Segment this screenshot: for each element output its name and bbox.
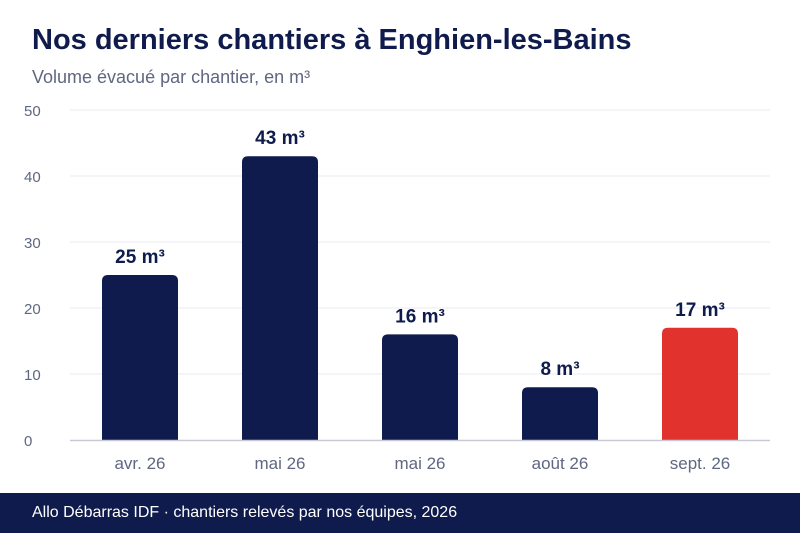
bar: [522, 387, 598, 440]
data-label: 43 m³: [255, 128, 305, 149]
y-tick-label: 40: [24, 169, 41, 186]
data-label: 17 m³: [675, 300, 725, 321]
data-label: 8 m³: [540, 359, 579, 380]
data-label: 25 m³: [115, 247, 165, 268]
chart-title: Nos derniers chantiers à Enghien-les-Bai…: [32, 24, 632, 56]
bar: [242, 156, 318, 440]
chart-subtitle: Volume évacué par chantier, en m³: [32, 67, 311, 87]
footer-source-text: Allo Débarras IDF · chantiers relevés pa…: [32, 504, 458, 521]
y-tick-label: 20: [24, 301, 41, 318]
data-label: 16 m³: [395, 306, 445, 327]
y-tick-label: 50: [24, 103, 41, 120]
bar: [382, 334, 458, 440]
x-tick-label: août 26: [532, 454, 589, 473]
x-tick-label: avr. 26: [114, 454, 165, 473]
y-tick-label: 0: [24, 433, 32, 450]
footer-bar: Allo Débarras IDF · chantiers relevés pa…: [0, 493, 800, 533]
bar-chart: 0 10 20 30 40 50 25 m³ avr. 26 43 m³ mai 26 16 m³ m…: [24, 103, 770, 473]
x-tick-label: sept. 26: [670, 454, 731, 473]
y-tick-label: 10: [24, 367, 41, 384]
x-tick-label: mai 26: [394, 454, 445, 473]
y-tick-label: 30: [24, 235, 41, 252]
bar: [662, 327, 738, 440]
x-tick-label: mai 26: [254, 454, 305, 473]
bar: [102, 275, 178, 440]
